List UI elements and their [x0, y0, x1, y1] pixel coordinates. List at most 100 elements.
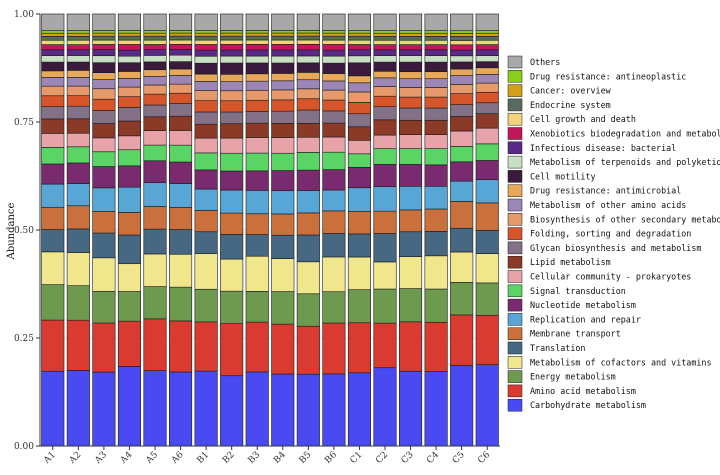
- legend-swatch: [507, 255, 523, 269]
- legend-swatch: [507, 112, 523, 126]
- bar-segment-drug-resistance-antineoplastic: [169, 30, 193, 34]
- bar-segment-signal-transduction: [143, 144, 167, 162]
- y-tick-label: 0.00: [14, 442, 34, 452]
- legend-label: Cell motility: [530, 171, 596, 181]
- bar-segment-carbohydrate-metabolism: [117, 366, 141, 447]
- bar-segment-infectious-disease-bacterial: [399, 49, 423, 56]
- bar-segment-signal-transduction: [117, 149, 141, 167]
- bar-segment-infectious-disease-bacterial: [143, 49, 167, 56]
- bar-segment-endocrine-system: [92, 35, 116, 41]
- bar-segment-energy-metabolism: [271, 291, 295, 325]
- bar-segment-endocrine-system: [322, 35, 346, 41]
- bar-segment-folding-sorting-and-degradation: [399, 96, 423, 109]
- bar-segment-replication-and-repair: [322, 189, 346, 212]
- bar-segment-amino-acid-metabolism: [475, 314, 499, 365]
- bar-segment-endocrine-system: [271, 35, 295, 41]
- bar-segment-drug-resistance-antimicrobial: [271, 73, 295, 82]
- bar-segment-xenobiotics-biodegradation-and-metabolism: [169, 44, 193, 50]
- legend-swatch: [507, 98, 523, 112]
- bar-segment-cell-motility: [143, 61, 167, 71]
- bar-segment-amino-acid-metabolism: [245, 321, 269, 373]
- bar-segment-translation: [296, 234, 320, 263]
- bar-segment-lipid-metabolism: [220, 123, 244, 139]
- bar-segment-cell-growth-and-death: [66, 39, 90, 45]
- bar-segment-infectious-disease-bacterial: [347, 49, 371, 57]
- bar-segment-nucleotide-metabolism: [194, 169, 218, 190]
- legend-label: Metabolism of other amino acids: [530, 200, 686, 210]
- bar-segment-biosynthesis-of-other-secondary-metabolites: [194, 90, 218, 101]
- bar-segment-translation: [117, 234, 141, 265]
- bar-segment-glycan-biosynthesis-and-metabolism: [399, 107, 423, 121]
- legend-item-lipid-metabolism: Lipid metabolism: [507, 255, 611, 269]
- bar-segment-energy-metabolism: [92, 290, 116, 324]
- bar-segment-membrane-transport: [194, 210, 218, 233]
- bar-segment-drug-resistance-antimicrobial: [220, 73, 244, 82]
- bar-segment-translation: [169, 229, 193, 255]
- bar-segment-metabolism-of-other-amino-acids: [322, 80, 346, 91]
- bar-segment-cancer-overview: [169, 32, 193, 37]
- bar-segment-membrane-transport: [424, 208, 448, 232]
- bar-segment-endocrine-system: [143, 35, 167, 41]
- bar-segment-drug-resistance-antimicrobial: [143, 69, 167, 77]
- bar-segment-drug-resistance-antineoplastic: [245, 30, 269, 34]
- bar-segment-amino-acid-metabolism: [66, 319, 90, 371]
- bar-segment-carbohydrate-metabolism: [41, 370, 65, 447]
- bar-segment-xenobiotics-biodegradation-and-metabolism: [399, 44, 423, 51]
- bar-segment-others: [117, 13, 141, 31]
- bar-segment-nucleotide-metabolism: [424, 164, 448, 187]
- legend-swatch: [507, 227, 523, 240]
- bar-stack-b4: [271, 13, 295, 447]
- bar-segment-nucleotide-metabolism: [143, 160, 167, 183]
- bar-segment-energy-metabolism: [194, 288, 218, 323]
- legend-label: Cellular community - prokaryotes: [530, 272, 691, 282]
- y-axis-title: Abundance: [6, 203, 17, 261]
- bar-segment-glycan-biosynthesis-and-metabolism: [92, 110, 116, 124]
- bar-segment-endocrine-system: [296, 35, 320, 41]
- bar-segment-cellular-community-prokaryotes: [271, 137, 295, 154]
- x-tick-label: C5: [451, 450, 467, 466]
- x-tick-label: C4: [425, 450, 441, 466]
- bar-stack-b1: [194, 13, 218, 447]
- legend-swatch: [507, 155, 523, 169]
- bar-segment-drug-resistance-antimicrobial: [245, 73, 269, 82]
- bar-segment-metabolism-of-other-amino-acids: [143, 75, 167, 86]
- legend-label: Signal transduction: [530, 286, 626, 296]
- bar-segment-others: [66, 13, 90, 31]
- bar-segment-glycan-biosynthesis-and-metabolism: [169, 103, 193, 117]
- bar-segment-metabolism-of-terpenoids-and-polyketides: [271, 55, 295, 64]
- x-tick-label: A6: [169, 450, 186, 467]
- legend-item-infectious-disease-bacterial: Infectious disease: bacterial: [507, 141, 676, 155]
- bar-segment-replication-and-repair: [143, 182, 167, 207]
- bar-segment-drug-resistance-antimicrobial: [117, 71, 141, 79]
- bar-segment-cancer-overview: [424, 32, 448, 37]
- bar-segment-glycan-biosynthesis-and-metabolism: [245, 111, 269, 124]
- legend-swatch: [507, 270, 523, 283]
- bar-segment-lipid-metabolism: [92, 123, 116, 139]
- legend-item-drug-resistance-antineoplastic: Drug resistance: antineoplastic: [507, 70, 686, 83]
- bar-segment-others: [271, 13, 295, 31]
- bar-stack-c3: [399, 13, 423, 447]
- bar-segment-energy-metabolism: [424, 288, 448, 323]
- x-tick-label: B5: [298, 450, 314, 466]
- bar-segment-cell-growth-and-death: [220, 39, 244, 45]
- bar-segment-biosynthesis-of-other-secondary-metabolites: [296, 88, 320, 100]
- x-tick-label: B2: [221, 450, 237, 466]
- bar-segment-metabolism-of-other-amino-acids: [475, 74, 499, 84]
- bar-segment-xenobiotics-biodegradation-and-metabolism: [245, 44, 269, 51]
- bar-segment-replication-and-repair: [424, 185, 448, 210]
- bar-segment-nucleotide-metabolism: [220, 170, 244, 191]
- legend-item-cancer-overview: Cancer: overview: [507, 84, 612, 97]
- bar-stack-c5: [450, 13, 474, 447]
- bar-segment-folding-sorting-and-degradation: [450, 93, 474, 105]
- bar-segment-endocrine-system: [245, 35, 269, 41]
- bar-segment-others: [296, 13, 320, 31]
- bar-segment-metabolism-of-cofactors-and-vitamins: [41, 251, 65, 285]
- bar-segment-membrane-transport: [41, 206, 65, 230]
- bar-segment-biosynthesis-of-other-secondary-metabolites: [347, 91, 371, 103]
- legend-label: Others: [530, 57, 560, 67]
- legend-label: Metabolism of terpenoids and polyketides: [530, 157, 720, 167]
- bar-stack-c1: [347, 13, 371, 447]
- legend-label: Nucleotide metabolism: [530, 300, 636, 310]
- bar-segment-biosynthesis-of-other-secondary-metabolites: [66, 85, 90, 96]
- bar-segment-cell-motility: [373, 61, 397, 72]
